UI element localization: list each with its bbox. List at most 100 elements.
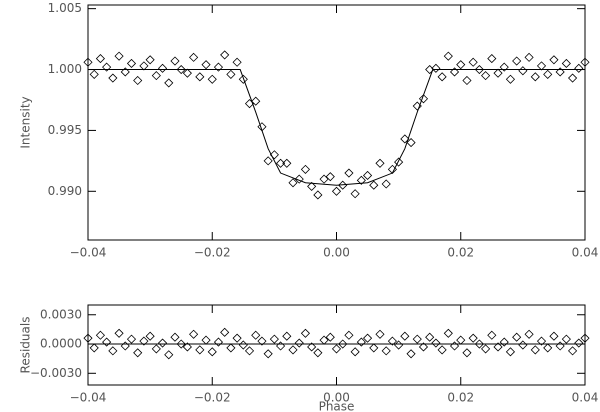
data-point [462, 75, 472, 86]
data-point [561, 334, 571, 344]
data-point [456, 60, 466, 70]
data-point [580, 57, 590, 67]
data-point [468, 57, 478, 67]
data-point [412, 334, 422, 344]
data-point [319, 174, 329, 184]
data-point [356, 337, 366, 347]
data-point [543, 343, 553, 353]
data-point [449, 341, 460, 351]
data-point [400, 134, 410, 144]
data-point [431, 63, 441, 73]
data-point [307, 181, 317, 191]
data-point [580, 333, 590, 343]
data-point [331, 186, 342, 196]
data-point [226, 69, 236, 79]
x-tick-label: 0.04 [572, 391, 599, 405]
data-point [437, 72, 447, 82]
data-point [443, 51, 453, 61]
data-point [400, 331, 410, 341]
data-point [182, 342, 192, 352]
data-point [543, 69, 553, 79]
data-point [356, 175, 366, 185]
data-point [512, 56, 522, 66]
data-point [449, 67, 460, 77]
data-point [350, 189, 360, 199]
y-tick-label: 0.990 [48, 184, 82, 198]
data-point [350, 347, 360, 357]
data-point [369, 180, 379, 190]
data-point [133, 75, 143, 86]
data-point [555, 341, 565, 351]
data-point [505, 347, 516, 357]
data-point [462, 348, 472, 358]
data-point [381, 346, 391, 356]
data-point [120, 67, 130, 77]
data-point [189, 52, 199, 62]
data-point [574, 63, 584, 73]
data-point [126, 58, 137, 69]
x-tick-label: −0.02 [194, 246, 231, 260]
data-point [263, 349, 273, 359]
data-point [108, 73, 118, 83]
data-point [145, 55, 155, 65]
data-point [381, 179, 391, 189]
data-point [89, 343, 99, 353]
data-point [189, 329, 199, 339]
data-point [176, 339, 186, 349]
data-point [313, 348, 323, 358]
data-point [133, 348, 143, 358]
data-point [474, 64, 484, 75]
data-point [443, 328, 453, 338]
data-point [331, 344, 342, 354]
data-point [338, 339, 348, 349]
data-point [518, 66, 528, 76]
data-point [108, 346, 118, 356]
data-point [524, 52, 534, 62]
data-point [387, 336, 397, 346]
data-point [282, 331, 292, 341]
data-point [406, 349, 416, 359]
x-tick-label: 0.02 [447, 246, 474, 260]
y-tick-label: 1.000 [48, 62, 82, 76]
data-point [232, 57, 242, 67]
data-point [524, 329, 534, 339]
data-point [344, 330, 354, 340]
data-point [568, 346, 578, 356]
data-point [555, 67, 565, 77]
data-point [307, 342, 317, 352]
data-point [226, 343, 236, 353]
data-point [201, 60, 211, 70]
data-point [468, 333, 478, 343]
data-point [325, 172, 335, 182]
data-point [176, 64, 186, 75]
data-point [207, 74, 217, 84]
data-point [257, 336, 267, 346]
y-tick-label: 0.0030 [40, 307, 82, 321]
data-point [394, 157, 404, 167]
data-point [568, 73, 578, 83]
data-point [157, 338, 168, 348]
data-point [83, 333, 93, 343]
data-point [574, 338, 584, 348]
y-tick-label: 0.995 [48, 123, 82, 137]
data-point [114, 328, 124, 338]
x-tick-label: 0.02 [447, 391, 474, 405]
data-point [151, 344, 161, 354]
data-point [493, 68, 503, 78]
y-axis-label: Intensity [19, 96, 33, 148]
data-point [282, 158, 292, 168]
data-point [549, 55, 559, 65]
data-point [481, 71, 491, 81]
data-point [276, 158, 286, 168]
data-point [276, 341, 286, 351]
data-point [499, 62, 509, 72]
model-line [88, 69, 585, 186]
data-point [213, 337, 224, 347]
x-tick-label: 0.00 [323, 246, 350, 260]
x-tick-label: −0.04 [70, 246, 107, 260]
data-point [164, 350, 174, 360]
data-point [164, 78, 174, 88]
data-point [157, 63, 168, 73]
data-point [481, 344, 491, 354]
y-axis-label: Residuals [19, 317, 33, 374]
